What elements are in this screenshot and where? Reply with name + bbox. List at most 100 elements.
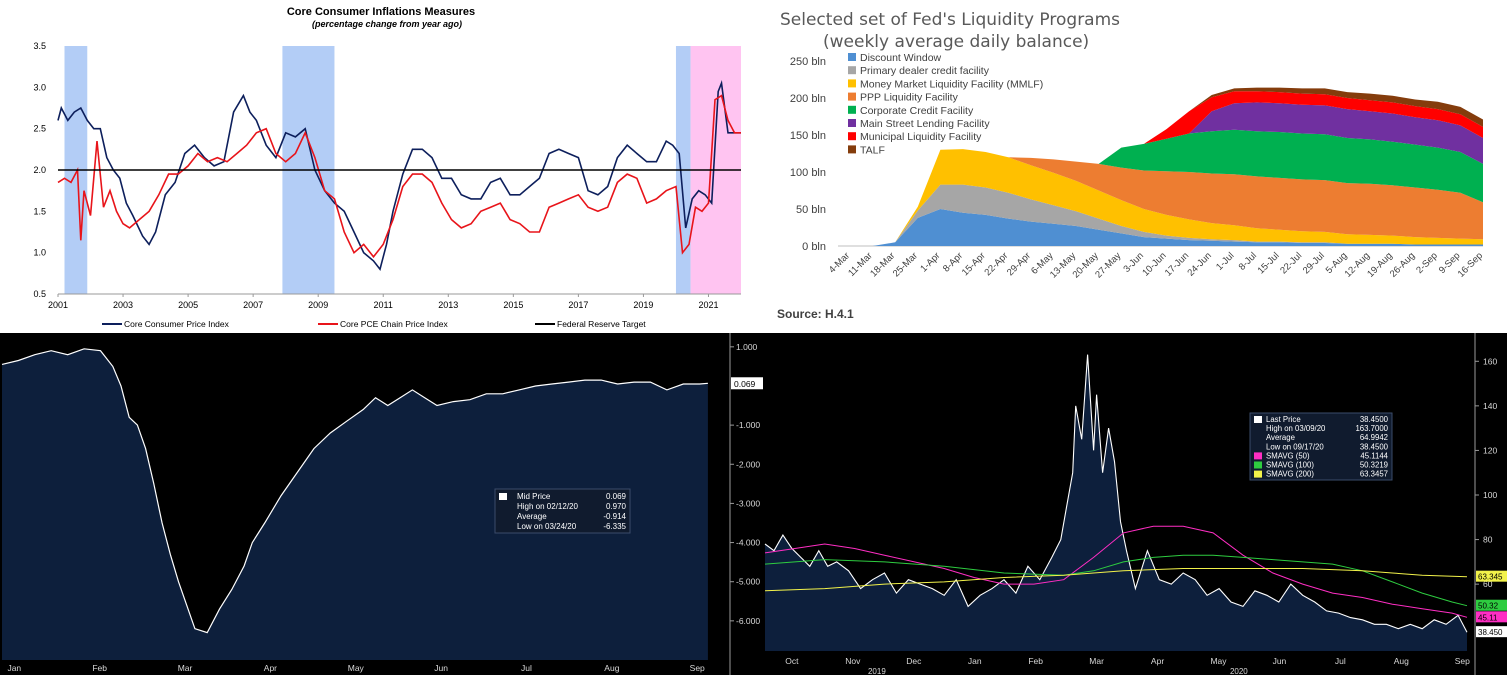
x-tick-label: Jul [521,663,532,673]
y-tick-label: 100 [1483,490,1497,500]
x-tick-label: Feb [1028,656,1043,666]
legend-swatch-1 [848,66,856,75]
right-value-tag-1 [1476,599,1507,611]
legend-swatch-2 [848,79,856,88]
x-tick-label: 27-May [1093,250,1123,280]
series-line-3 [764,568,1468,592]
y-tick-label: 1.5 [33,206,46,216]
legend-label-1: High on 02/12/20 [517,502,578,511]
x-tick-label: 2021 [698,300,718,310]
y-tick-label: 200 bln [790,93,826,105]
legend-value-1: 163.7000 [1355,424,1388,433]
legend-swatch-7 [848,145,856,154]
y-tick-label: 150 bln [790,130,826,142]
legend-label-6: Municipal Liquidity Facility [860,131,982,143]
y-tick-label: -2.000 [736,459,760,469]
x-tick-label: 25-Mar [891,250,920,279]
y-tick-label: -3.000 [736,498,760,508]
x-tick-label: Sep [690,663,705,673]
x-tick-label: Nov [845,656,861,666]
y-tick-label: -6.000 [736,616,760,626]
legend-label-7: TALF [860,144,885,156]
y-tick-label: 2.0 [33,165,46,175]
area-series-7 [850,87,1483,246]
series-line-2 [764,554,1468,607]
x-tick-label: 2019 [633,300,653,310]
x-tick-label: Aug [604,663,619,673]
x-tick-label: 2003 [113,300,133,310]
legend-swatch-5 [1254,461,1262,469]
last-value-label: 0.069 [734,379,756,389]
legend-label-1: Core PCE Chain Price Index [340,319,448,329]
mid-price-chart: 1.000 -1.000 -2.000 -3.000 -4.000 -5.000 -6.00… [0,333,763,675]
x-tick-label: May [348,663,365,673]
legend-value-2: 64.9942 [1360,433,1388,442]
y-tick-label: 1.0 [33,248,46,258]
area-series-0 [850,209,1483,246]
right-value-label-3: 38.450 [1478,628,1503,637]
y-tick-label: 0.5 [33,289,46,299]
legend-value-0: 38.4500 [1360,415,1389,424]
x-tick-label: May [1210,656,1227,666]
x-tick-label: 26-Aug [1388,250,1417,279]
series-line-1 [57,94,741,259]
legend-swatch-4 [848,105,856,114]
y-tick-label: -4.000 [736,538,760,548]
legend-swatch-5 [848,119,856,127]
legend-value-3: -6.335 [603,522,626,531]
last-price-chart: 160 140 120 100 80 60 63.345 50.32 45.11 38.450 Oc… [763,333,1507,675]
chart-title: Selected set of Fed's Liquidity Programs [780,10,1120,30]
legend-value-6: 63.3457 [1360,470,1388,479]
legend-swatch [499,493,507,500]
x-tick-label: Jun [1273,656,1287,666]
legend-box [494,488,631,534]
legend-label-2: Federal Reserve Target [557,319,646,329]
legend-value-3: 38.4500 [1360,442,1389,451]
legend-label-0: Core Consumer Price Index [124,319,230,329]
area-series-3 [850,149,1483,246]
core-inflation-chart: Core Consumer Inflations Measures (percen… [0,0,763,333]
x-tick-label: Oct [785,656,799,666]
x-tick-label: 22-Apr [982,250,1010,278]
area-series-2 [850,149,1483,246]
x-tick-label: 2013 [438,300,458,310]
legend-label-5: Main Street Lending Facility [860,118,990,130]
area-fill [765,354,1467,651]
legend-value-0: 0.069 [606,492,627,501]
legend-label-6: SMAVG (200) [1266,470,1314,479]
y-tick-label: 0 bln [802,241,826,253]
x-tick-label: Mar [178,663,193,673]
chart-subtitle: (percentage change from year ago) [312,19,462,29]
x-tick-label: 2017 [568,300,588,310]
legend-swatch-4 [1254,452,1262,460]
legend-label-3: Low on 03/24/20 [517,522,577,531]
y-tick-label: 2.5 [33,124,46,134]
fed-liquidity-chart: Selected set of Fed's Liquidity Programs… [763,0,1507,333]
series-line-0 [764,354,1468,633]
legend-label-2: Average [517,512,547,521]
x-tick-label: 2001 [48,300,68,310]
legend-label-1: Primary dealer credit facility [860,65,990,77]
fed-liquidity-svg: Selected set of Fed's Liquidity Programs… [777,10,1485,321]
x-year-label: 2019 [868,667,886,675]
legend-box [1249,412,1393,481]
legend-label-4: SMAVG (50) [1266,451,1310,460]
x-tick-label: 16-Sep [1456,250,1485,279]
legend-label-1: High on 03/09/20 [1266,424,1326,433]
x-tick-label: 1-Jul [1214,250,1236,272]
x-tick-label: 2-Sep [1414,250,1440,276]
x-tick-label: 17-Jun [1163,250,1191,278]
last-value-tag [731,377,763,390]
y-tick-label: 100 bln [790,167,826,179]
x-tick-label: 1-Apr [918,250,942,274]
x-tick-label: Jan [968,656,982,666]
right-value-label-1: 50.32 [1478,602,1499,611]
x-tick-label: 2015 [503,300,523,310]
legend-label-3: PPP Liquidity Facility [860,92,959,104]
x-tick-label: Feb [92,663,107,673]
x-tick-label: Mar [1089,656,1104,666]
area-series-1 [850,184,1483,246]
mid-price-svg: 1.000 -1.000 -2.000 -3.000 -4.000 -5.000 -6.00… [1,333,763,675]
chart-source: Source: H.4.1 [777,307,854,321]
